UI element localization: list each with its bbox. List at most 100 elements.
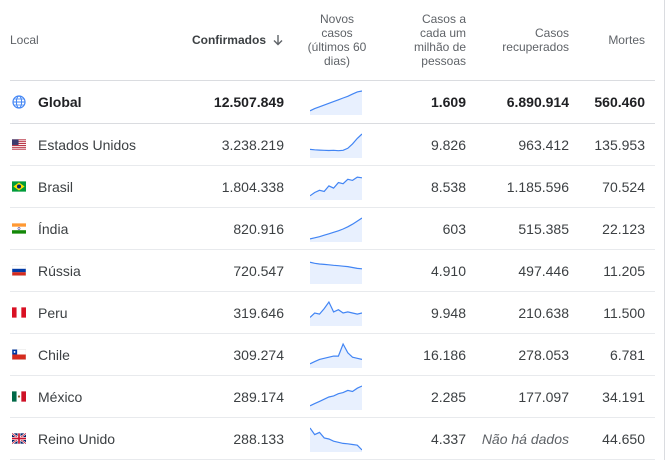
trend-sparkline-svg: [310, 342, 362, 368]
column-confirmed-label: Confirmados: [191, 33, 266, 47]
new-cases-label-2: casos: [321, 26, 353, 40]
deaths-count: 560.460: [594, 94, 645, 110]
location-name: Estados Unidos: [38, 136, 137, 153]
recovered-count: 210.638: [518, 304, 569, 321]
scrollbar-track[interactable]: [664, 0, 665, 460]
table-row[interactable]: Global 12.507.849 1.609 6.890.914 560.460: [10, 81, 655, 124]
confirmed-count: 1.804.338: [221, 178, 284, 195]
column-recovered[interactable]: Casos recuperados: [479, 26, 569, 54]
trend-sparkline-svg: [310, 90, 362, 115]
gb-flag-icon: [12, 418, 26, 459]
new-cases-sparkline: [310, 292, 362, 333]
per-million-label-3: milhão de: [413, 40, 466, 54]
deaths-count: 11.500: [603, 304, 645, 321]
trend-sparkline-svg: [310, 133, 362, 158]
per-million-count: 1.609: [430, 94, 466, 110]
new-cases-label-4: dias): [323, 54, 350, 68]
location-name: Peru: [38, 304, 68, 321]
recovered-count: 497.446: [518, 262, 569, 279]
cl-flag-icon: [12, 334, 26, 375]
in-flag-icon: [12, 208, 26, 249]
new-cases-sparkline: [310, 124, 362, 165]
recovered-count: 515.385: [518, 220, 569, 237]
table-row[interactable]: Peru 319.646 9.948 210.638 11.500: [10, 292, 655, 334]
new-cases-sparkline: [310, 376, 362, 417]
recovered-count: 1.185.596: [506, 178, 569, 195]
location-name: México: [38, 388, 83, 405]
deaths-count: 22.123: [602, 220, 645, 237]
new-cases-sparkline: [310, 166, 362, 207]
per-million-count: 2.285: [430, 388, 466, 405]
br-flag-icon: [12, 166, 26, 207]
trend-sparkline-svg: [310, 384, 362, 410]
confirmed-count: 12.507.849: [213, 94, 284, 110]
deaths-count: 11.205: [603, 262, 645, 279]
mx-flag-icon: [12, 376, 26, 417]
new-cases-label-3: (últimos 60: [307, 40, 367, 54]
recovered-count: 177.097: [518, 388, 569, 405]
globe-icon: [12, 81, 26, 123]
per-million-count: 9.826: [430, 136, 466, 153]
new-cases-sparkline: [310, 418, 362, 459]
per-million-count: 8.538: [430, 178, 466, 195]
per-million-count: 4.337: [430, 430, 466, 447]
trend-sparkline-svg: [310, 300, 362, 326]
location-name: Global: [38, 94, 82, 110]
per-million-count: 9.948: [430, 304, 466, 321]
column-per-million[interactable]: Casos a cada um milhão de pessoas: [386, 12, 466, 68]
deaths-count: 135.953: [594, 136, 645, 153]
recovered-label-1: Casos: [534, 26, 569, 40]
per-million-count: 603: [442, 220, 466, 237]
trend-sparkline-svg: [310, 427, 362, 452]
new-cases-sparkline: [310, 208, 362, 249]
arrow-down-icon: [273, 35, 283, 46]
table-row[interactable]: Estados Unidos 3.238.219 9.826 963.412 135.9…: [10, 124, 655, 166]
location-name: Chile: [38, 346, 70, 363]
table-body: Global 12.507.849 1.609 6.890.914 560.460 Est…: [10, 81, 655, 460]
column-confirmed-sort[interactable]: Confirmados: [192, 33, 284, 47]
trend-sparkline-svg: [310, 175, 362, 200]
deaths-count: 44.650: [602, 430, 645, 447]
location-name: Brasil: [38, 178, 74, 195]
confirmed-count: 3.238.219: [221, 136, 284, 153]
table-row[interactable]: Brasil 1.804.338 8.538 1.185.596 70.524: [10, 166, 655, 208]
per-million-label-4: pessoas: [421, 54, 466, 68]
ru-flag-icon: [12, 250, 26, 291]
new-cases-label-1: Novos: [319, 12, 354, 26]
trend-sparkline-svg: [310, 261, 362, 284]
confirmed-count: 319.646: [233, 304, 284, 321]
recovered-count: 963.412: [518, 136, 569, 153]
confirmed-count: 288.133: [233, 430, 284, 447]
location-name: Índia: [38, 220, 69, 237]
confirmed-count: 309.274: [233, 346, 284, 363]
table-row[interactable]: Rússia 720.547 4.910 497.446 11.205: [10, 250, 655, 292]
pe-flag-icon: [12, 292, 26, 333]
column-deaths[interactable]: Mortes: [608, 33, 645, 47]
table-row[interactable]: México 289.174 2.285 177.097 34.191: [10, 376, 655, 418]
trend-sparkline-svg: [310, 216, 362, 242]
table-row[interactable]: Chile 309.274 16.186 278.053 6.781: [10, 334, 655, 376]
per-million-label-1: Casos a: [421, 12, 466, 26]
per-million-count: 16.186: [423, 346, 466, 363]
per-million-count: 4.910: [430, 262, 466, 279]
new-cases-sparkline: [310, 334, 362, 375]
column-new-cases[interactable]: Novos casos (últimos 60 dias): [302, 12, 372, 68]
recovered-label-2: recuperados: [502, 40, 569, 54]
new-cases-sparkline: [310, 250, 362, 291]
deaths-count: 6.781: [609, 346, 645, 363]
confirmed-count: 720.547: [233, 262, 284, 279]
per-million-label-2: cada um: [419, 26, 466, 40]
location-name: Rússia: [38, 262, 81, 279]
table-row[interactable]: Índia 820.916 603 515.385 22.123: [10, 208, 655, 250]
recovered-count: 278.053: [518, 346, 569, 363]
location-name: Reino Unido: [38, 430, 116, 447]
table-row[interactable]: Reino Unido 288.133 4.337 Não há dados 44.65…: [10, 418, 655, 460]
recovered-count: 6.890.914: [506, 94, 569, 110]
new-cases-sparkline: [310, 81, 362, 123]
us-flag-icon: [12, 124, 26, 165]
confirmed-count: 289.174: [233, 388, 284, 405]
column-local[interactable]: Local: [10, 33, 39, 47]
covid-table: Local Confirmados Novos casos (últimos 6…: [10, 0, 655, 460]
recovered-count: Não há dados: [481, 430, 569, 447]
deaths-count: 34.191: [602, 388, 645, 405]
